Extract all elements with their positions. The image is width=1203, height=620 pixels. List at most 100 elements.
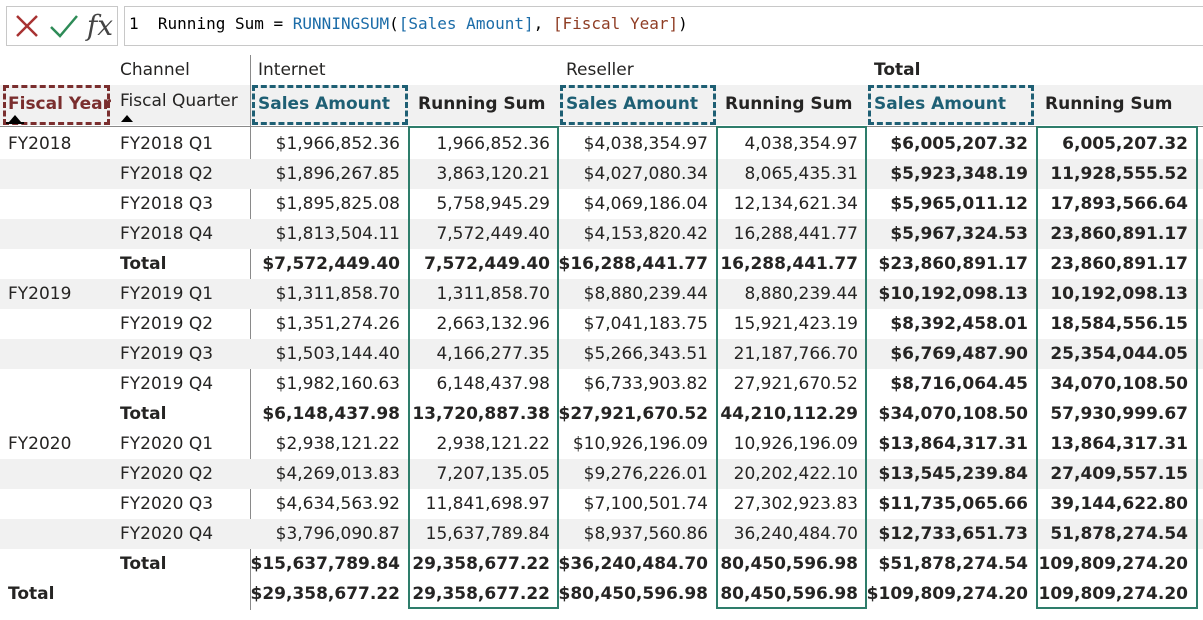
value-cell[interactable]: 7,207,135.05 [436,464,550,484]
value-cell[interactable]: 20,202,422.10 [733,464,858,484]
value-cell[interactable]: $8,716,064.45 [890,374,1028,394]
value-cell[interactable]: 10,926,196.09 [733,434,858,454]
value-cell[interactable]: 15,921,423.19 [733,314,858,334]
value-cell[interactable]: $13,864,317.31 [878,434,1029,454]
value-cell[interactable]: 34,070,108.50 [1050,374,1188,394]
value-cell[interactable]: 11,928,555.52 [1050,164,1188,184]
value-cell[interactable]: $4,634,563.92 [275,494,400,514]
value-cell[interactable]: 23,860,891.17 [1050,254,1188,274]
value-cell[interactable]: 29,358,677.22 [412,554,550,574]
value-cell[interactable]: 25,354,044.05 [1050,344,1188,364]
value-cell[interactable]: 13,864,317.31 [1050,434,1188,454]
value-cell[interactable]: 27,409,557.15 [1050,464,1188,484]
header-internet-running-sum[interactable]: Running Sum [418,94,546,114]
fiscal-quarter-cell[interactable]: FY2020 Q2 [120,464,214,484]
value-cell[interactable]: 4,166,277.35 [436,344,550,364]
formula-input[interactable]: 1 Running Sum = RUNNINGSUM([Sales Amount… [124,6,1203,46]
value-cell[interactable]: $8,937,560.86 [583,524,708,544]
value-cell[interactable]: $10,926,196.09 [572,434,708,454]
value-cell[interactable]: 16,288,441.77 [733,224,858,244]
value-cell[interactable]: $34,070,108.50 [878,404,1029,424]
fiscal-quarter-cell[interactable]: FY2019 Q1 [120,284,214,304]
fiscal-quarter-cell[interactable]: Total [120,554,167,574]
fiscal-year-cell[interactable]: FY2018 [8,134,72,154]
channel-internet[interactable]: Internet [258,60,326,80]
value-cell[interactable]: $6,005,207.32 [890,134,1028,154]
fiscal-quarter-cell[interactable]: FY2019 Q2 [120,314,214,334]
value-cell[interactable]: 109,809,274.20 [1038,584,1189,604]
sort-ascending-icon[interactable] [9,115,21,122]
value-cell[interactable]: 17,893,566.64 [1050,194,1188,214]
value-cell[interactable]: 80,450,596.98 [720,554,858,574]
value-cell[interactable]: $6,733,903.82 [583,374,708,394]
value-cell[interactable]: $1,966,852.36 [275,134,400,154]
value-cell[interactable]: $1,982,160.63 [275,374,400,394]
fiscal-quarter-cell[interactable]: FY2019 Q3 [120,344,214,364]
value-cell[interactable]: 4,038,354.97 [744,134,858,154]
value-cell[interactable]: $6,148,437.98 [262,404,400,424]
value-cell[interactable]: $11,735,065.66 [878,494,1029,514]
fx-icon[interactable]: fx [86,9,114,42]
value-cell[interactable]: 12,134,621.34 [733,194,858,214]
fiscal-year-cell[interactable]: Total [8,584,55,604]
value-cell[interactable]: 1,311,858.70 [436,284,550,304]
value-cell[interactable]: $109,809,274.20 [866,584,1028,604]
value-cell[interactable]: $4,038,354.97 [583,134,708,154]
value-cell[interactable]: $8,392,458.01 [890,314,1028,334]
fiscal-quarter-cell[interactable]: FY2020 Q4 [120,524,214,544]
value-cell[interactable]: $23,860,891.17 [878,254,1029,274]
value-cell[interactable]: $2,938,121.22 [275,434,400,454]
value-cell[interactable]: 18,584,556.15 [1050,314,1188,334]
value-cell[interactable]: 23,860,891.17 [1050,224,1188,244]
value-cell[interactable]: 7,572,449.40 [424,254,550,274]
value-cell[interactable]: 3,863,120.21 [436,164,550,184]
value-cell[interactable]: $13,545,239.84 [878,464,1029,484]
fiscal-quarter-cell[interactable]: FY2018 Q4 [120,224,214,244]
value-cell[interactable]: $7,100,501.74 [583,494,708,514]
value-cell[interactable]: 36,240,484.70 [733,524,858,544]
value-cell[interactable]: $1,896,267.85 [275,164,400,184]
value-cell[interactable]: $5,967,324.53 [890,224,1028,244]
value-cell[interactable]: 15,637,789.84 [425,524,550,544]
value-cell[interactable]: 8,880,239.44 [744,284,858,304]
value-cell[interactable]: 57,930,999.67 [1050,404,1188,424]
value-cell[interactable]: $4,153,820.42 [583,224,708,244]
sort-ascending-icon[interactable] [121,115,133,122]
value-cell[interactable]: $12,733,651.73 [878,524,1029,544]
header-reseller-running-sum[interactable]: Running Sum [725,94,853,114]
value-cell[interactable]: 6,148,437.98 [436,374,550,394]
channel-reseller[interactable]: Reseller [566,60,634,80]
value-cell[interactable]: $1,351,274.26 [275,314,400,334]
fiscal-quarter-header[interactable]: Fiscal Quarter [120,91,238,111]
cancel-x-icon[interactable] [11,10,43,42]
fiscal-year-header[interactable]: Fiscal Year [8,94,111,114]
fiscal-quarter-cell[interactable]: Total [120,404,167,424]
value-cell[interactable]: 2,938,121.22 [436,434,550,454]
value-cell[interactable]: 7,572,449.40 [436,224,550,244]
value-cell[interactable]: 11,841,698.97 [425,494,550,514]
value-cell[interactable]: $9,276,226.01 [583,464,708,484]
value-cell[interactable]: $5,923,348.19 [890,164,1028,184]
fiscal-quarter-cell[interactable]: FY2018 Q3 [120,194,214,214]
value-cell[interactable]: 27,302,923.83 [733,494,858,514]
fiscal-quarter-cell[interactable]: FY2020 Q1 [120,434,214,454]
header-reseller-sales-amount[interactable]: Sales Amount [566,94,698,114]
value-cell[interactable]: 21,187,766.70 [733,344,858,364]
value-cell[interactable]: $3,796,090.87 [275,524,400,544]
value-cell[interactable]: 13,720,887.38 [412,404,550,424]
value-cell[interactable]: 2,663,132.96 [436,314,550,334]
commit-check-icon[interactable] [47,10,81,42]
fiscal-quarter-cell[interactable]: FY2018 Q1 [120,134,214,154]
value-cell[interactable]: $16,288,441.77 [558,254,709,274]
value-cell[interactable]: 29,358,677.22 [412,584,550,604]
value-cell[interactable]: $8,880,239.44 [583,284,708,304]
value-cell[interactable]: 39,144,622.80 [1050,494,1188,514]
fiscal-quarter-cell[interactable]: FY2020 Q3 [120,494,214,514]
header-total-running-sum[interactable]: Running Sum [1045,94,1173,114]
fiscal-quarter-cell[interactable]: Total [120,254,167,274]
value-cell[interactable]: 109,809,274.20 [1038,554,1189,574]
value-cell[interactable]: $10,192,098.13 [878,284,1029,304]
value-cell[interactable]: $29,358,677.22 [250,584,401,604]
value-cell[interactable]: $1,311,858.70 [275,284,400,304]
value-cell[interactable]: 5,758,945.29 [436,194,550,214]
